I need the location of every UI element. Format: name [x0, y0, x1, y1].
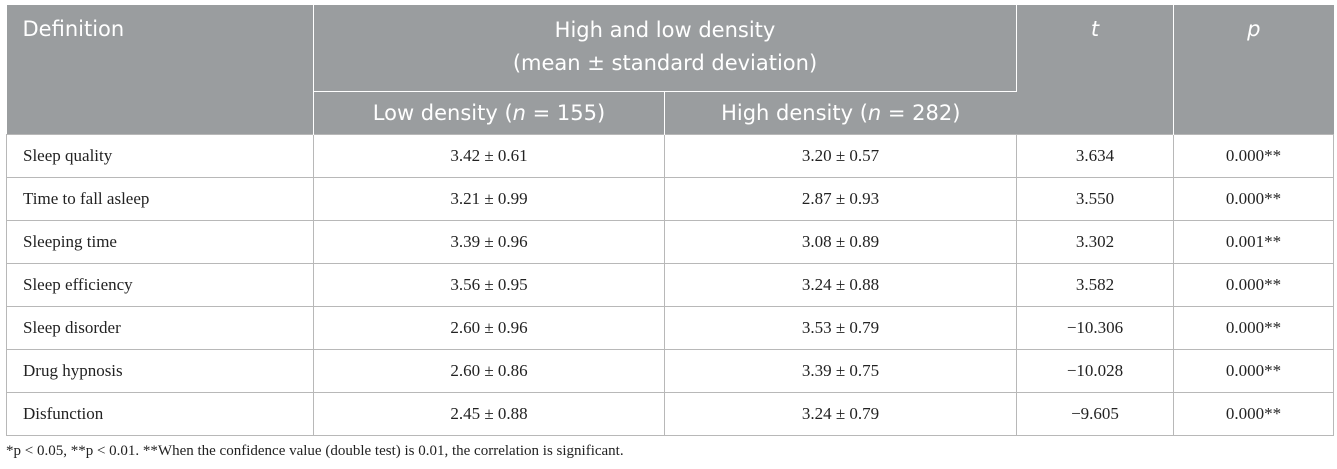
cell-t: 3.634 [1016, 133, 1175, 178]
header-low-n: n [512, 100, 526, 125]
cell-high-density: 3.20 ± 0.57 [664, 133, 1018, 178]
cell-high-density: 3.39 ± 0.75 [664, 349, 1018, 393]
cell-p: 0.000** [1173, 263, 1335, 307]
cell-definition: Sleeping time [6, 220, 314, 264]
cell-low-density: 3.56 ± 0.95 [313, 263, 665, 307]
table-row: Sleep efficiency 3.56 ± 0.95 3.24 ± 0.88… [6, 263, 1335, 307]
cell-t: 3.582 [1016, 263, 1175, 307]
cell-low-density: 3.42 ± 0.61 [313, 133, 665, 178]
cell-p: 0.001** [1173, 220, 1335, 264]
cell-p: 0.000** [1173, 133, 1335, 178]
header-density-group: High and low density (mean ± standard de… [313, 5, 1018, 92]
cell-definition: Disfunction [6, 392, 314, 436]
header-high-suffix: = 282) [881, 100, 961, 125]
header-high-density: High density (n = 282) [664, 91, 1017, 134]
cell-t: 3.302 [1016, 220, 1175, 264]
cell-low-density: 2.60 ± 0.86 [313, 349, 665, 393]
cell-high-density: 3.24 ± 0.79 [664, 392, 1018, 436]
table-header: Definition High and low density (mean ± … [6, 5, 1334, 134]
header-definition: Definition [6, 5, 314, 134]
table-body: Sleep quality 3.42 ± 0.61 3.20 ± 0.57 3.… [6, 133, 1335, 436]
header-group-line1: High and low density [554, 18, 776, 42]
header-high-prefix: High density ( [721, 100, 868, 125]
table-row: Sleep quality 3.42 ± 0.61 3.20 ± 0.57 3.… [6, 133, 1335, 178]
cell-definition: Drug hypnosis [6, 349, 314, 393]
header-group-line2: (mean ± standard deviation) [512, 51, 818, 75]
cell-high-density: 3.24 ± 0.88 [664, 263, 1018, 307]
table-row: Sleep disorder 2.60 ± 0.96 3.53 ± 0.79 −… [6, 306, 1335, 350]
cell-p: 0.000** [1173, 349, 1335, 393]
header-p: p [1173, 5, 1334, 134]
table-row: Time to fall asleep 3.21 ± 0.99 2.87 ± 0… [6, 177, 1335, 221]
cell-t: −10.306 [1016, 306, 1175, 350]
cell-t: −10.028 [1016, 349, 1175, 393]
cell-definition: Sleep efficiency [6, 263, 314, 307]
header-t: t [1016, 5, 1175, 134]
cell-high-density: 3.08 ± 0.89 [664, 220, 1018, 264]
table-row: Sleeping time 3.39 ± 0.96 3.08 ± 0.89 3.… [6, 220, 1335, 264]
cell-high-density: 2.87 ± 0.93 [664, 177, 1018, 221]
cell-high-density: 3.53 ± 0.79 [664, 306, 1018, 350]
data-table: Definition High and low density (mean ± … [6, 5, 1335, 436]
cell-t: 3.550 [1016, 177, 1175, 221]
cell-low-density: 3.21 ± 0.99 [313, 177, 665, 221]
table-row: Disfunction 2.45 ± 0.88 3.24 ± 0.79 −9.6… [6, 392, 1335, 436]
cell-definition: Sleep quality [6, 133, 314, 178]
cell-low-density: 3.39 ± 0.96 [313, 220, 665, 264]
header-high-n: n [867, 100, 882, 125]
header-low-density: Low density (n = 155) [313, 91, 665, 134]
header-low-prefix: Low density ( [372, 100, 513, 125]
cell-p: 0.000** [1173, 177, 1335, 221]
table-footnote: *p < 0.05, **p < 0.01. **When the confid… [6, 443, 624, 459]
cell-p: 0.000** [1173, 306, 1335, 350]
cell-t: −9.605 [1016, 392, 1175, 436]
cell-low-density: 2.45 ± 0.88 [313, 392, 665, 436]
table-row: Drug hypnosis 2.60 ± 0.86 3.39 ± 0.75 −1… [6, 349, 1335, 393]
data-table-container: Definition High and low density (mean ± … [6, 5, 1335, 436]
cell-definition: Sleep disorder [6, 306, 314, 350]
header-low-suffix: = 155) [525, 100, 606, 125]
cell-definition: Time to fall asleep [6, 177, 314, 221]
cell-p: 0.000** [1173, 392, 1335, 436]
cell-low-density: 2.60 ± 0.96 [313, 306, 665, 350]
